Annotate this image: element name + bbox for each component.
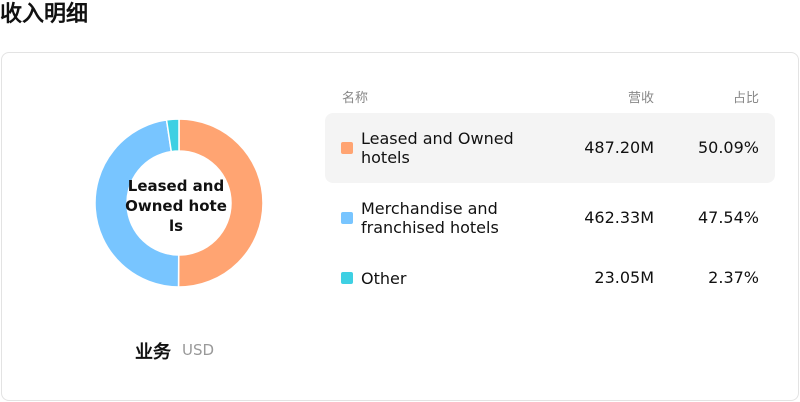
- share: 47.54%: [697, 208, 759, 227]
- donut-slice: [165, 118, 180, 153]
- center-label: Leased and Owned hotels: [125, 177, 227, 235]
- donut-chart: [94, 118, 264, 288]
- revenue: 462.33M: [584, 208, 654, 227]
- revenue: 487.20M: [584, 138, 654, 157]
- card: [1, 52, 799, 401]
- share: 50.09%: [697, 138, 759, 157]
- revenue: 23.05M: [594, 268, 654, 287]
- row-name: Merchandise and franchised hotels: [361, 199, 499, 237]
- caption: 业务: [135, 342, 171, 363]
- column-header: 占比: [732, 91, 759, 106]
- row-highlight: [325, 113, 775, 183]
- unit: USD: [182, 341, 215, 359]
- donut-slice: [94, 119, 180, 288]
- row-name: Leased and Owned hotels: [361, 129, 514, 167]
- donut-slice: [177, 118, 264, 288]
- share: 2.37%: [708, 268, 759, 287]
- legend-marker: [341, 142, 353, 154]
- column-header: 名称: [342, 91, 369, 106]
- column-header: 营收: [627, 91, 654, 106]
- page-title: 收入明细: [0, 2, 89, 27]
- legend-marker: [341, 272, 353, 284]
- row-name: Other: [361, 268, 407, 288]
- legend-marker: [341, 212, 353, 224]
